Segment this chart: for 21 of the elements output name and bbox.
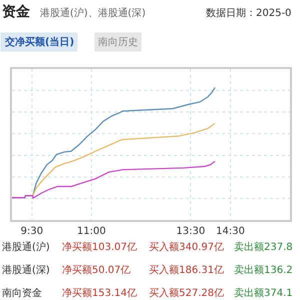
text: 净买额153.14亿 <box>62 287 137 299</box>
text: 南向资金 <box>2 287 42 299</box>
text: 南向历史 <box>98 36 138 48</box>
x-tick-label: 9:30 <box>20 226 44 237</box>
text: 净买额50.07亿 <box>62 264 131 276</box>
text: 港股通(沪) <box>2 241 50 253</box>
text: 数据日期：2025-0 <box>206 7 292 19</box>
text: 交净买额(当日) <box>4 36 74 48</box>
text: 卖出额237.8 <box>234 241 293 253</box>
chart-title: 资金 <box>2 4 31 20</box>
text: 买入额340.97亿 <box>149 241 224 253</box>
text: 买入额186.31亿 <box>149 264 224 276</box>
text: 港股通(深) <box>2 264 50 276</box>
text: 净买额103.07亿 <box>62 241 137 253</box>
x-tick-label: 13:30 <box>176 226 206 237</box>
text: 卖出额136.2 <box>234 264 293 276</box>
x-tick-label: 11:00 <box>77 226 106 237</box>
x-tick-label: 14:30 <box>216 226 245 237</box>
text: 卖出额374.1 <box>234 287 293 299</box>
chart-subtitle: 港股通(沪)、港股通(深) <box>40 7 146 19</box>
text: 买入额527.28亿 <box>149 287 224 299</box>
